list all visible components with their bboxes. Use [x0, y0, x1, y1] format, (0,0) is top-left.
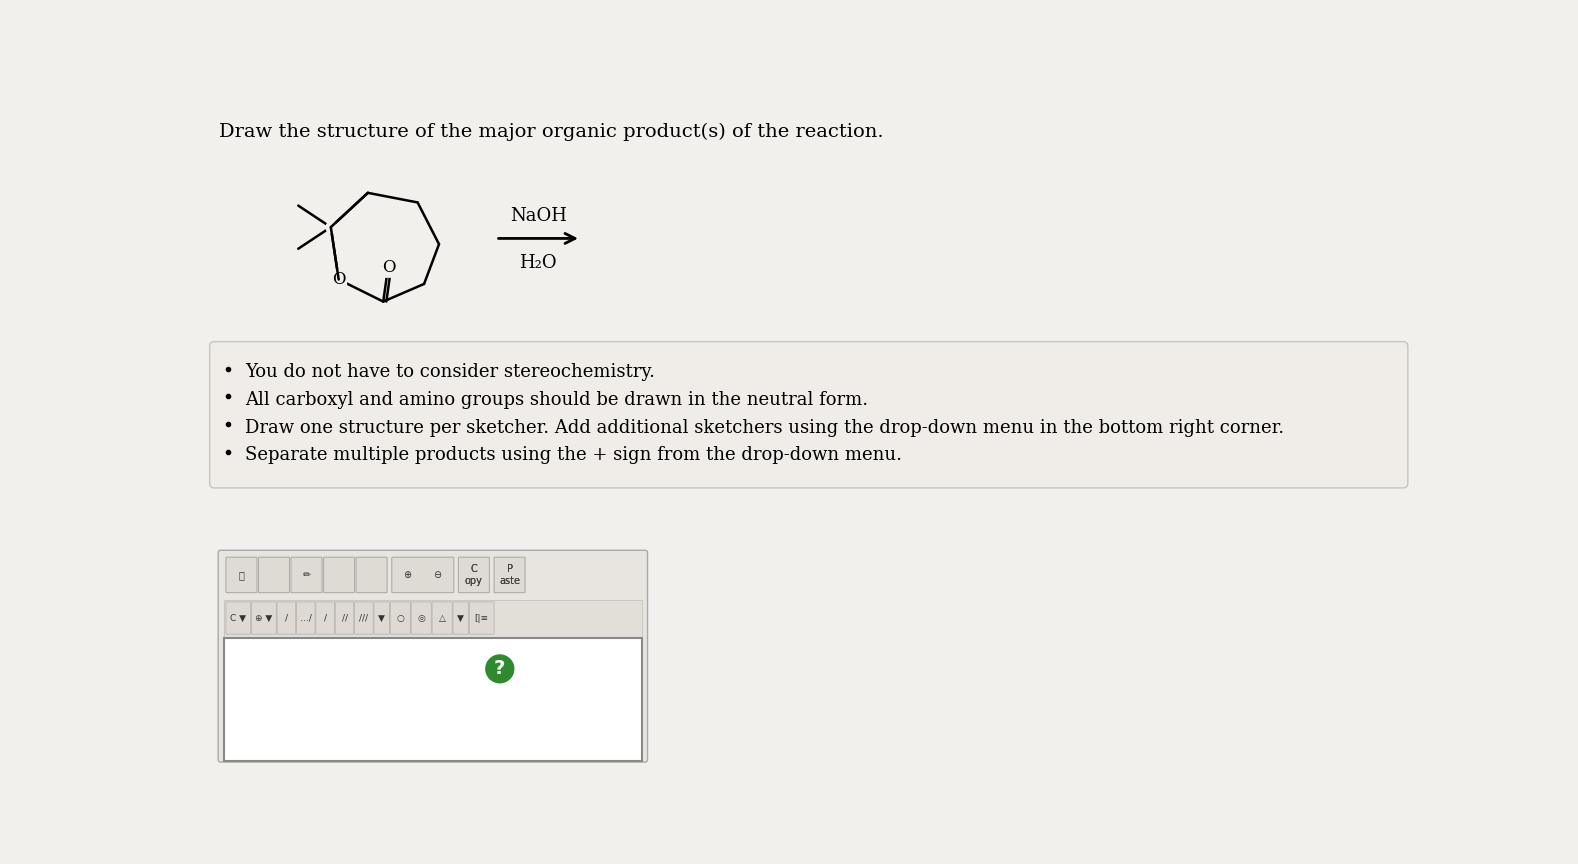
Text: △: △ — [439, 613, 445, 623]
Text: C
opy: C opy — [466, 564, 483, 586]
Text: ⊕: ⊕ — [404, 570, 412, 580]
FancyBboxPatch shape — [210, 341, 1408, 488]
Text: ▼: ▼ — [379, 613, 385, 623]
FancyBboxPatch shape — [335, 602, 353, 634]
FancyBboxPatch shape — [316, 602, 335, 634]
Text: ///: /// — [360, 613, 368, 623]
Text: C ▼: C ▼ — [230, 613, 246, 623]
Text: Separate multiple products using the + sign from the drop-down menu.: Separate multiple products using the + s… — [245, 447, 903, 464]
FancyBboxPatch shape — [218, 550, 647, 762]
FancyBboxPatch shape — [453, 602, 469, 634]
Text: /: / — [323, 613, 327, 623]
FancyBboxPatch shape — [432, 602, 453, 634]
FancyBboxPatch shape — [357, 557, 387, 593]
Text: ▼: ▼ — [458, 613, 464, 623]
FancyBboxPatch shape — [374, 602, 390, 634]
Text: All carboxyl and amino groups should be drawn in the neutral form.: All carboxyl and amino groups should be … — [245, 391, 868, 409]
Text: H₂O: H₂O — [519, 254, 557, 272]
FancyBboxPatch shape — [355, 602, 372, 634]
FancyBboxPatch shape — [226, 602, 251, 634]
Bar — [224, 600, 642, 637]
Text: O: O — [331, 271, 346, 288]
Text: //: // — [341, 613, 347, 623]
FancyBboxPatch shape — [251, 602, 276, 634]
Text: ⊖: ⊖ — [432, 570, 440, 580]
Text: P
aste: P aste — [499, 564, 521, 586]
Bar — [224, 638, 642, 761]
Text: P
aste: P aste — [499, 564, 521, 586]
FancyBboxPatch shape — [278, 602, 295, 634]
Text: ✏: ✏ — [303, 570, 311, 580]
Text: You do not have to consider stereochemistry.: You do not have to consider stereochemis… — [245, 363, 655, 381]
FancyBboxPatch shape — [226, 557, 257, 593]
FancyBboxPatch shape — [459, 557, 489, 593]
Text: /: / — [286, 613, 287, 623]
Text: ?: ? — [494, 659, 505, 678]
FancyBboxPatch shape — [259, 557, 289, 593]
Text: ⊕ ▼: ⊕ ▼ — [256, 613, 273, 623]
Text: [|≡: [|≡ — [475, 613, 489, 623]
FancyBboxPatch shape — [390, 602, 410, 634]
Text: ◎: ◎ — [417, 613, 424, 623]
Text: Draw one structure per sketcher. Add additional sketchers using the drop-down me: Draw one structure per sketcher. Add add… — [245, 419, 1284, 436]
Text: ✋: ✋ — [238, 570, 245, 580]
Text: C
opy: C opy — [466, 564, 483, 586]
FancyBboxPatch shape — [494, 557, 525, 593]
Circle shape — [486, 655, 514, 683]
Text: NaOH: NaOH — [510, 206, 567, 225]
FancyBboxPatch shape — [469, 602, 494, 634]
FancyBboxPatch shape — [297, 602, 316, 634]
FancyBboxPatch shape — [391, 557, 454, 593]
Text: …/: …/ — [300, 613, 312, 623]
FancyBboxPatch shape — [323, 557, 355, 593]
Text: Draw the structure of the major organic product(s) of the reaction.: Draw the structure of the major organic … — [219, 123, 884, 141]
Text: ○: ○ — [396, 613, 404, 623]
FancyBboxPatch shape — [412, 602, 431, 634]
FancyBboxPatch shape — [290, 557, 322, 593]
Text: O: O — [382, 259, 396, 276]
